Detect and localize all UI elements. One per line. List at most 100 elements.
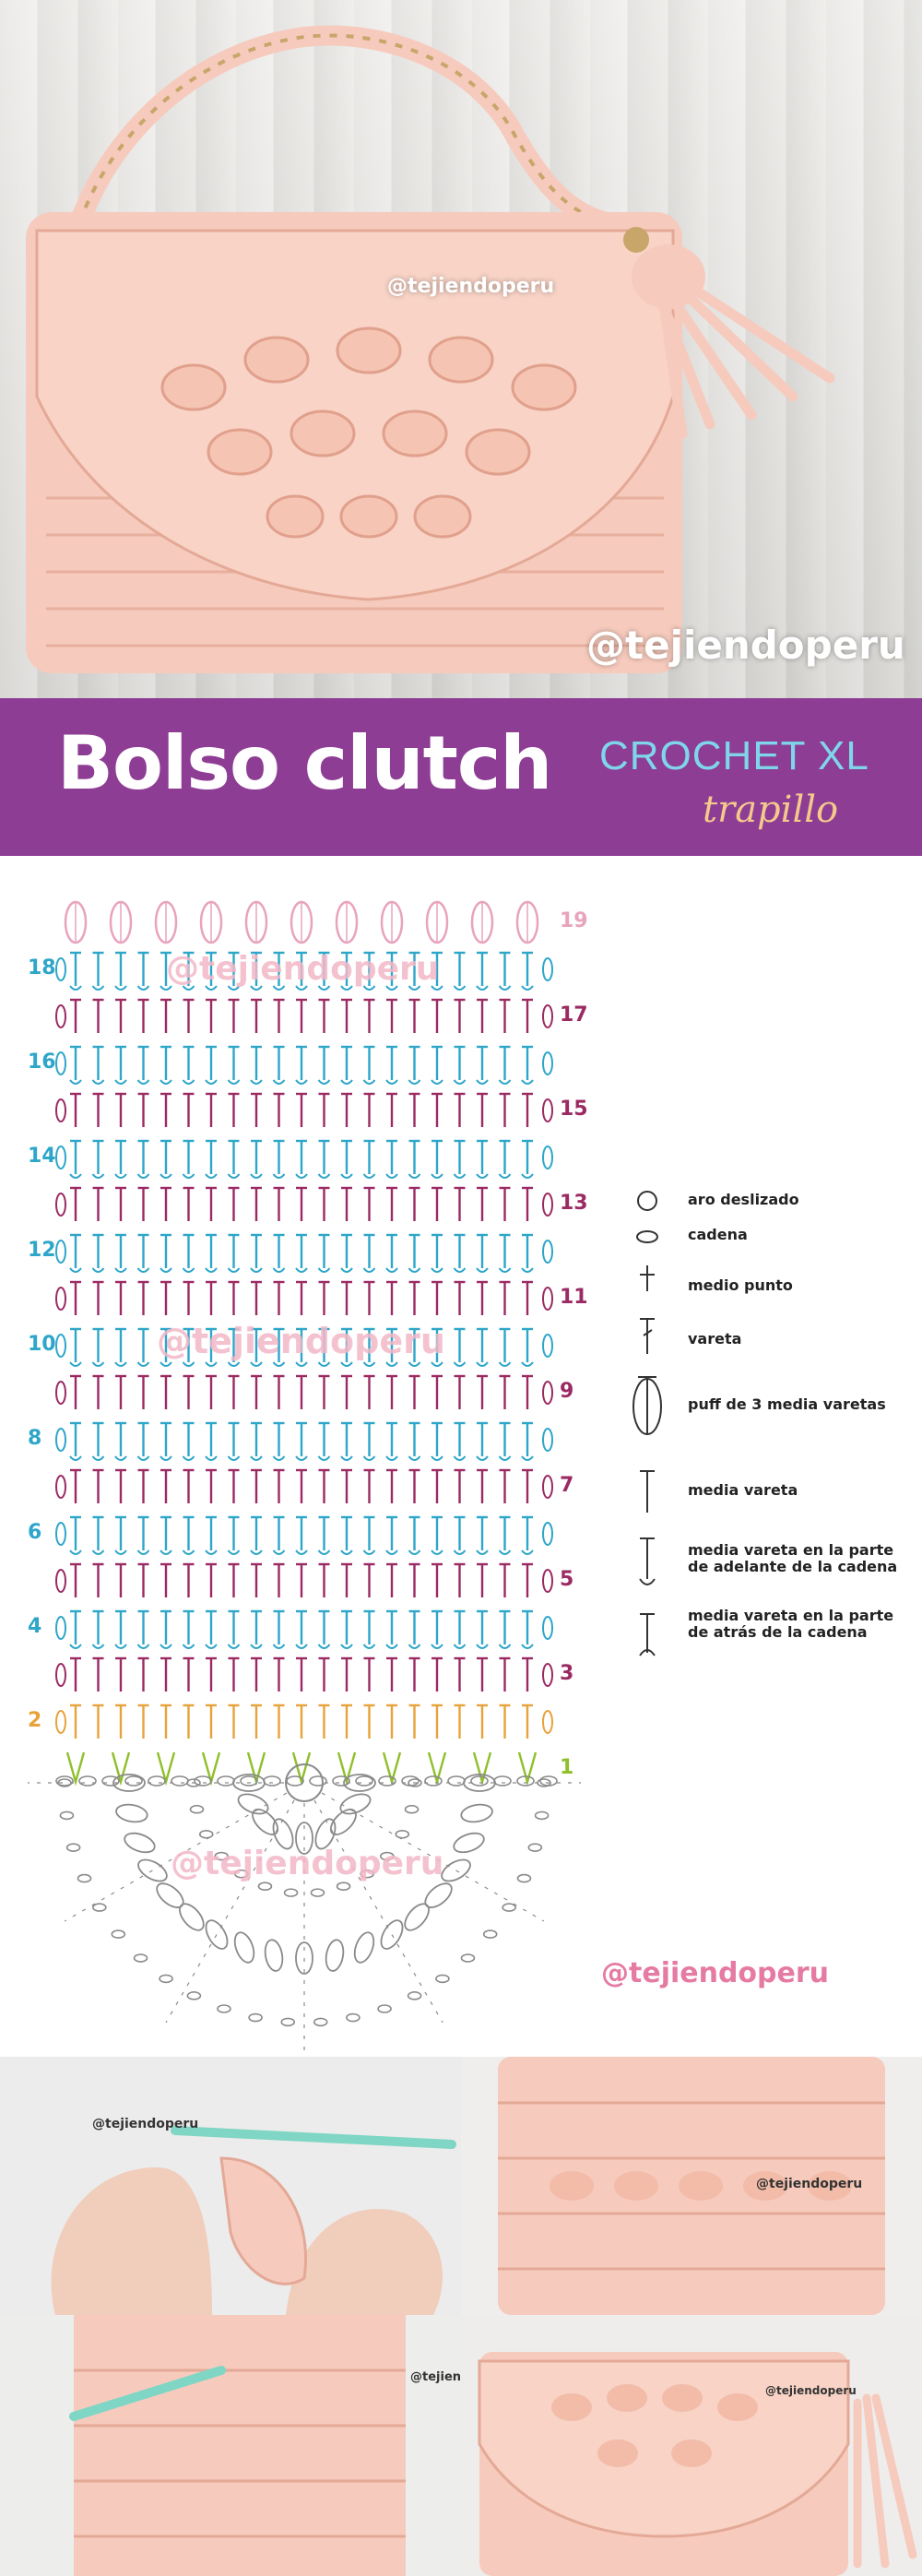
- stitch-loop: [498, 985, 512, 991]
- turning-chain: [55, 1522, 66, 1546]
- stitch-loop: [114, 1455, 127, 1461]
- turning-chain: [542, 957, 553, 981]
- stitch-loop: [69, 1267, 82, 1273]
- stitch-loop: [205, 1455, 218, 1461]
- hero-watermark-large: @tejiendoperu: [586, 623, 905, 668]
- stitch-loop: [362, 1361, 376, 1367]
- stitch-loop: [182, 1361, 195, 1367]
- stitch-loop: [408, 1549, 421, 1555]
- base-edge-chain: [401, 1775, 420, 1787]
- stitch-loop: [160, 1079, 172, 1085]
- stitch-loop: [91, 1644, 105, 1649]
- stitch-loop: [160, 1549, 172, 1555]
- stitch-loop: [408, 1267, 421, 1273]
- stitch-loop: [408, 985, 421, 991]
- base-edge-chain: [470, 1775, 489, 1787]
- stitch-loop: [160, 1455, 172, 1461]
- base-edge-chain: [55, 1775, 74, 1787]
- stitch-loop: [476, 1267, 489, 1273]
- row-number-3: 3: [560, 1662, 574, 1685]
- base-chain: [248, 2012, 263, 2023]
- base-puff: [115, 1803, 148, 1823]
- photo-4-watermark: @tejiendoperu: [765, 2384, 857, 2397]
- stitch-loop: [476, 1549, 489, 1555]
- stitch-loop: [453, 985, 467, 991]
- stitch-loop: [521, 1079, 534, 1085]
- stitch-loop: [182, 1267, 195, 1273]
- stitch-loop: [295, 1455, 308, 1461]
- stitch-loop: [114, 1267, 127, 1273]
- base-edge-chain: [101, 1775, 120, 1787]
- stitch-loop: [521, 1644, 534, 1649]
- stitch-loop: [136, 1455, 150, 1461]
- base-puff: [460, 1803, 493, 1823]
- turning-chain: [55, 1569, 66, 1593]
- turning-chain: [55, 1428, 66, 1452]
- base-puff: [343, 1774, 376, 1792]
- turning-chain: [55, 1240, 66, 1264]
- stitch-loop: [272, 985, 286, 991]
- stitch-loop: [453, 1361, 467, 1367]
- stitch-loop: [476, 985, 489, 991]
- stitch-loop: [272, 1267, 286, 1273]
- stitch-loop: [272, 1549, 286, 1555]
- stitch-loop: [385, 1644, 398, 1649]
- row-number-1: 1: [560, 1756, 574, 1779]
- turning-chain: [55, 1004, 66, 1028]
- base-puff: [252, 1808, 279, 1835]
- turning-chain: [542, 1663, 553, 1687]
- row-number-7: 7: [560, 1474, 574, 1497]
- stitch-loop: [317, 1455, 331, 1461]
- turning-chain: [542, 1710, 553, 1734]
- stitch-loop: [272, 1361, 286, 1367]
- clutch-bag-illustration: [26, 25, 835, 673]
- stitch-loop: [498, 1549, 512, 1555]
- turning-chain: [542, 1616, 553, 1640]
- stitch-loop: [91, 985, 105, 991]
- base-puff: [137, 1858, 168, 1882]
- base-chain: [234, 1869, 249, 1879]
- legend-label-magic-ring: aro deslizado: [688, 1191, 799, 1208]
- stitch-loop: [476, 1361, 489, 1367]
- stitch-loop: [136, 1361, 150, 1367]
- base-puff: [380, 1919, 404, 1950]
- stitch-loop: [453, 1173, 467, 1179]
- stitch-loop: [227, 1644, 241, 1649]
- turning-chain: [542, 1428, 553, 1452]
- base-chain: [214, 1851, 229, 1861]
- stitch-loop: [205, 1644, 218, 1649]
- turning-chain: [55, 1616, 66, 1640]
- turning-chain: [55, 1663, 66, 1687]
- base-chain: [407, 1991, 422, 2000]
- stitch-loop: [385, 985, 398, 991]
- base-chain: [346, 2012, 361, 2023]
- base-puff: [314, 1818, 337, 1850]
- stitch-loop: [205, 1173, 218, 1179]
- stitch-loop: [317, 1173, 331, 1179]
- base-puff: [339, 1793, 372, 1815]
- stitch-loop: [385, 1455, 398, 1461]
- legend-label-front-loop: media vareta en la parte de adelante de …: [688, 1541, 898, 1575]
- base-puff: [237, 1793, 269, 1815]
- stitch-loop: [408, 1079, 421, 1085]
- stitch-loop: [340, 1549, 353, 1555]
- stitch-loop: [250, 1173, 263, 1179]
- stitch-loop: [453, 1079, 467, 1085]
- legend-label-puff: puff de 3 media varetas: [688, 1395, 886, 1413]
- photo-2-watermark: @tejiendoperu: [756, 2177, 863, 2191]
- diagram-footer-watermark: @tejiendoperu: [601, 1957, 830, 1989]
- base-chain: [395, 1829, 410, 1839]
- stitch-loop: [227, 1455, 241, 1461]
- photo-step-2: @tejiendoperu: [461, 2057, 922, 2315]
- stitch-loop: [453, 1267, 467, 1273]
- stitch-loop: [521, 1361, 534, 1367]
- stitch-loop: [431, 1455, 443, 1461]
- stitch-loop: [317, 1644, 331, 1649]
- stitch-loop: [295, 1549, 308, 1555]
- base-puff: [453, 1832, 485, 1854]
- stitch-loop: [136, 985, 150, 991]
- stitch-v: [427, 1751, 447, 1787]
- turning-chain: [542, 1287, 553, 1311]
- stitch-loop: [114, 1549, 127, 1555]
- turning-chain: [542, 1098, 553, 1122]
